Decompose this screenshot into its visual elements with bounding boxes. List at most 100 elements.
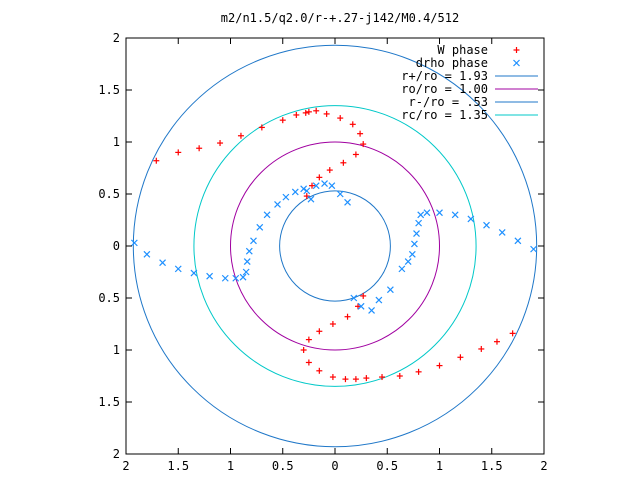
w-point <box>363 375 370 382</box>
drho-point <box>386 286 394 294</box>
drho-point <box>245 247 253 255</box>
w-point <box>305 336 312 343</box>
w-point <box>360 141 367 148</box>
drho-point <box>375 296 383 304</box>
drho-point <box>357 302 365 310</box>
legend-label: ro/ro = 1.00 <box>401 82 488 96</box>
w-point <box>196 145 203 152</box>
w-point <box>303 193 310 200</box>
drho-point-b <box>357 302 365 310</box>
drho-point <box>404 258 412 266</box>
legend-x-icon <box>513 59 520 67</box>
drho-point-b <box>303 187 311 195</box>
drho-point-b <box>375 296 383 304</box>
drho-point <box>328 182 336 190</box>
drho-point-b <box>174 265 182 273</box>
y-tick-label: 1.5 <box>98 395 120 409</box>
drho-point <box>250 237 257 245</box>
drho-point <box>300 185 308 193</box>
drho-point-b <box>404 258 412 266</box>
drho-point-b <box>451 211 459 219</box>
drho-point <box>256 223 264 231</box>
drho-point <box>408 250 416 258</box>
w-point <box>493 338 500 345</box>
series-group <box>130 107 537 383</box>
drho-point-b <box>274 200 281 208</box>
drho-point-b <box>514 237 522 245</box>
drho-point <box>232 274 240 282</box>
drho-point <box>415 219 423 227</box>
series-0 <box>153 107 516 383</box>
y-tick-label: 2 <box>113 31 120 45</box>
w-point <box>316 174 323 181</box>
drho-point-b <box>398 265 406 273</box>
drho-point <box>321 180 328 188</box>
w-point <box>305 359 312 366</box>
drho-point <box>498 229 506 236</box>
w-point <box>258 124 265 131</box>
drho-point <box>221 274 229 282</box>
w-point <box>316 367 323 374</box>
w-point <box>153 157 160 164</box>
w-point <box>415 368 422 375</box>
x-tick-label: 1 <box>227 459 234 473</box>
drho-point <box>242 268 250 276</box>
w-point <box>313 107 320 114</box>
chart-title: m2/n1.5/q2.0/r-+.27-j142/M0.4/512 <box>221 11 459 25</box>
drho-point <box>312 182 320 190</box>
drho-point <box>239 273 247 281</box>
drho-point <box>206 272 214 280</box>
drho-point-b <box>250 237 257 245</box>
x-tick-label: 0 <box>331 459 338 473</box>
series-1 <box>130 180 537 314</box>
w-point <box>457 354 464 361</box>
drho-point-b <box>282 193 290 201</box>
drho-point <box>467 215 475 223</box>
circle-2 <box>279 190 391 302</box>
drho-point <box>368 307 375 314</box>
drho-point-b <box>344 198 351 206</box>
w-point <box>279 117 286 124</box>
legend-plus-icon <box>513 47 520 53</box>
w-point <box>342 376 349 383</box>
drho-point-b <box>413 230 420 237</box>
y-tick-label: 0.5 <box>98 291 120 305</box>
drho-point <box>159 259 166 267</box>
w-point <box>300 347 307 353</box>
drho-point-b <box>130 239 138 247</box>
w-point <box>478 345 485 352</box>
legend-label: drho phase <box>416 56 488 70</box>
drho-point-b <box>190 269 198 277</box>
w-point <box>436 362 443 369</box>
drho-point <box>417 211 425 219</box>
w-point <box>337 115 344 122</box>
x-tick-label: 1.5 <box>481 459 503 473</box>
w-point <box>323 110 330 117</box>
drho-point <box>130 239 138 247</box>
y-tick-label: 2 <box>113 447 120 461</box>
drho-point <box>291 188 299 196</box>
drho-point <box>483 221 490 229</box>
x-tick-label: 2 <box>122 459 129 473</box>
legend-label: W phase <box>437 43 488 57</box>
w-point <box>326 167 333 174</box>
drho-point-b <box>143 250 151 258</box>
drho-point <box>307 195 315 203</box>
circles-group <box>132 44 538 448</box>
legend-x-icon-b <box>513 59 520 67</box>
w-point <box>302 109 309 116</box>
drho-point <box>143 250 151 258</box>
w-point <box>217 140 224 147</box>
w-point <box>352 151 359 158</box>
drho-point <box>263 211 271 219</box>
drho-point <box>436 209 443 217</box>
w-point <box>305 108 312 115</box>
drho-point <box>398 265 406 273</box>
drho-point <box>190 269 198 277</box>
drho-point-b <box>336 190 344 198</box>
drho-point <box>174 265 182 273</box>
w-point <box>354 303 361 310</box>
x-tick-label: 0.5 <box>272 459 294 473</box>
